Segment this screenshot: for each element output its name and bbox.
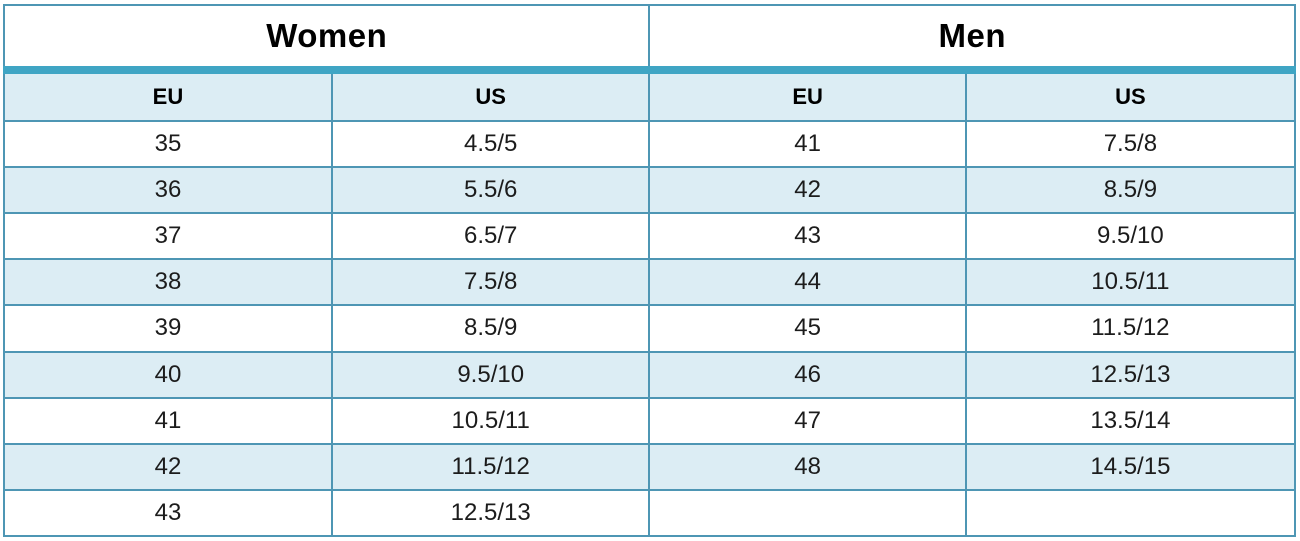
cell-men-eu: 41	[648, 119, 967, 169]
section-title-men: Men	[648, 4, 1296, 74]
cell-men-us: 10.5/11	[964, 258, 1297, 307]
cell-women-eu: 37	[3, 212, 333, 261]
table-row: 40 9.5/10 46 12.5/13	[3, 350, 1297, 399]
size-conversion-chart: Women Men EU US EU US 35 4.5/5 41 7.5/8 36 5.…	[2, 4, 1297, 538]
cell-men-us: 9.5/10	[964, 212, 1297, 261]
table-row: 42 11.5/12 48 14.5/15	[3, 442, 1297, 491]
cell-women-eu: 39	[3, 304, 333, 353]
cell-men-us: 7.5/8	[964, 119, 1297, 169]
cell-women-eu: 40	[3, 350, 333, 399]
cell-men-us: 12.5/13	[964, 350, 1297, 399]
cell-women-us: 8.5/9	[330, 304, 651, 353]
cell-women-us: 11.5/12	[330, 442, 651, 491]
cell-women-us: 7.5/8	[330, 258, 651, 307]
cell-men-us	[964, 488, 1297, 538]
cell-women-eu: 35	[3, 119, 333, 169]
cell-men-us: 8.5/9	[964, 166, 1297, 215]
cell-women-eu: 38	[3, 258, 333, 307]
cell-men-eu: 44	[648, 258, 967, 307]
cell-men-eu: 42	[648, 166, 967, 215]
cell-women-eu: 36	[3, 166, 333, 215]
cell-women-eu: 41	[3, 396, 333, 445]
column-header-row: EU US EU US	[3, 69, 1297, 122]
cell-women-us: 10.5/11	[330, 396, 651, 445]
section-title-women: Women	[2, 4, 651, 74]
section-title-row: Women Men	[2, 4, 1296, 74]
cell-men-eu: 43	[648, 212, 967, 261]
cell-men-us: 13.5/14	[964, 396, 1297, 445]
cell-women-eu: 42	[3, 442, 333, 491]
cell-women-us: 5.5/6	[330, 166, 651, 215]
table-body: 35 4.5/5 41 7.5/8 36 5.5/6 42 8.5/9 37 6.5/7 43 9.5…	[3, 119, 1297, 538]
cell-men-us: 11.5/12	[964, 304, 1297, 353]
table-row: 36 5.5/6 42 8.5/9	[3, 166, 1297, 215]
cell-men-eu: 45	[648, 304, 967, 353]
column-header-men-us: US	[964, 69, 1297, 122]
cell-men-eu	[648, 488, 967, 538]
cell-women-us: 12.5/13	[330, 488, 651, 538]
cell-women-us: 6.5/7	[330, 212, 651, 261]
column-header-women-us: US	[330, 69, 651, 122]
size-conversion-table: Women Men EU US EU US 35 4.5/5 41 7.5/8 36 5.…	[2, 4, 1297, 538]
table-row: 39 8.5/9 45 11.5/12	[3, 304, 1297, 353]
table-row: 38 7.5/8 44 10.5/11	[3, 258, 1297, 307]
table-row: 35 4.5/5 41 7.5/8	[3, 119, 1297, 169]
column-header-men-eu: EU	[648, 69, 967, 122]
column-header-women-eu: EU	[3, 69, 333, 122]
cell-men-us: 14.5/15	[964, 442, 1297, 491]
table-row: 41 10.5/11 47 13.5/14	[3, 396, 1297, 445]
table-row: 43 12.5/13	[3, 488, 1297, 538]
cell-men-eu: 48	[648, 442, 967, 491]
cell-women-us: 4.5/5	[330, 119, 651, 169]
cell-men-eu: 46	[648, 350, 967, 399]
cell-women-eu: 43	[3, 488, 333, 538]
cell-women-us: 9.5/10	[330, 350, 651, 399]
table-row: 37 6.5/7 43 9.5/10	[3, 212, 1297, 261]
cell-men-eu: 47	[648, 396, 967, 445]
